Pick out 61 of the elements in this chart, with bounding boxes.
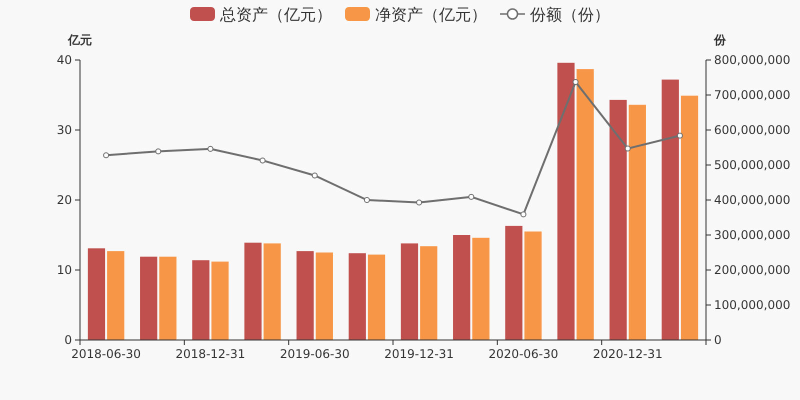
y2-axis-title: 份 bbox=[713, 33, 727, 47]
point bbox=[572, 79, 579, 86]
bar bbox=[140, 256, 158, 340]
point bbox=[520, 211, 526, 218]
point bbox=[207, 146, 214, 152]
bar bbox=[576, 69, 594, 340]
y-tick-label: 0 bbox=[64, 333, 72, 347]
bar bbox=[192, 260, 210, 340]
bar bbox=[88, 248, 106, 340]
bar bbox=[107, 251, 124, 340]
point bbox=[624, 146, 631, 152]
point bbox=[260, 157, 266, 164]
x-tick-label: 2019-06-30 bbox=[280, 347, 350, 361]
bar bbox=[211, 262, 229, 340]
y2-tick-label: 700,000,000 bbox=[714, 88, 790, 102]
x-tick-label: 2019-12-31 bbox=[384, 347, 454, 361]
bar bbox=[244, 242, 262, 340]
y-tick-label: 30 bbox=[56, 123, 72, 137]
point bbox=[364, 197, 370, 203]
y-tick-label: 10 bbox=[56, 263, 72, 277]
bar bbox=[557, 62, 575, 340]
bar bbox=[368, 254, 386, 340]
legend-label: 份额（份） bbox=[530, 5, 610, 24]
bar bbox=[662, 80, 679, 340]
bar bbox=[680, 96, 698, 340]
bar bbox=[159, 256, 176, 340]
y2-tick-label: 0 bbox=[714, 333, 722, 347]
y-tick-label: 20 bbox=[56, 193, 72, 207]
point bbox=[676, 132, 683, 139]
bar bbox=[628, 104, 646, 340]
legend-label: 总资产（亿元） bbox=[219, 5, 332, 24]
y2-tick-label: 500,000,000 bbox=[714, 158, 790, 172]
x-tick-label: 2020-12-31 bbox=[592, 347, 663, 361]
point bbox=[468, 194, 474, 200]
bar bbox=[472, 238, 490, 340]
bar bbox=[453, 235, 470, 340]
point bbox=[155, 148, 162, 154]
bar bbox=[524, 232, 542, 340]
point bbox=[416, 199, 422, 206]
legend-label: 净资产（亿元） bbox=[375, 5, 487, 24]
y-tick-label: 40 bbox=[56, 53, 72, 67]
bar bbox=[505, 226, 522, 340]
point bbox=[312, 172, 318, 178]
bar bbox=[348, 253, 366, 340]
y2-tick-label: 400,000,000 bbox=[714, 193, 790, 207]
x-tick-label: 2018-12-31 bbox=[176, 347, 246, 361]
y-axis-title: 亿元 bbox=[67, 33, 92, 47]
bar bbox=[420, 246, 438, 340]
y2-tick-label: 100,000,000 bbox=[714, 298, 790, 312]
bar bbox=[316, 252, 333, 340]
point bbox=[103, 152, 110, 158]
y2-tick-label: 600,000,000 bbox=[714, 123, 790, 137]
bar bbox=[400, 243, 418, 340]
x-tick-label: 2020-06-30 bbox=[488, 347, 558, 361]
bar bbox=[264, 243, 281, 340]
bar bbox=[296, 251, 314, 340]
y2-tick-label: 200,000,000 bbox=[714, 263, 790, 277]
y2-tick-label: 300,000,000 bbox=[714, 228, 790, 242]
bar bbox=[610, 100, 627, 340]
y2-tick-label: 800,000,000 bbox=[714, 53, 790, 67]
x-tick-label: 2018-06-30 bbox=[71, 347, 141, 361]
